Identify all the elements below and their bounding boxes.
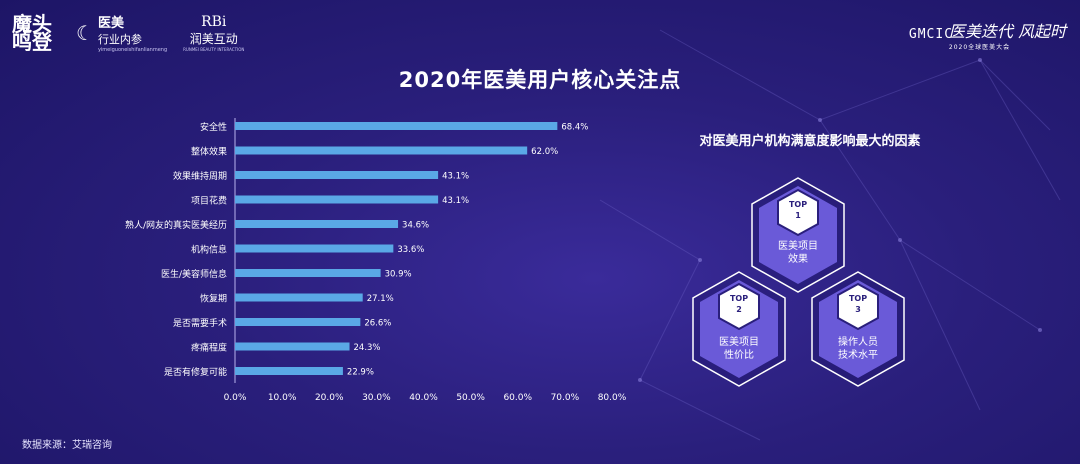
category-label: 熟人/网友的真实医美经历 (125, 219, 227, 231)
rbi-logo: RBi 润美互动 RUNMEI BEAUTY INTERACTION (183, 14, 244, 52)
x-tick-label: 80.0% (598, 393, 627, 403)
bar-chart: 安全性 68.4% 整体效果 62.0% 效果维持周期 43.1% 项目花费 43.1% 熟人/… (125, 118, 627, 403)
gmcic-slogan: 医美迭代 风起时 (948, 22, 1066, 41)
data-label: 43.1% (442, 172, 469, 182)
panel-title: 对医美用户机构满意度影响最大的因素 (699, 134, 921, 149)
category-label: 疼痛程度 (191, 342, 227, 354)
bar (235, 293, 363, 302)
data-label: 30.9% (385, 270, 412, 280)
gmcic-mark: GMCIC (908, 26, 954, 42)
data-label: 27.1% (367, 294, 394, 304)
x-tick-label: 60.0% (503, 393, 532, 403)
hexagon-shape (751, 177, 845, 293)
category-label: 项目花费 (191, 195, 227, 207)
top2-line1: 医美项目 (719, 337, 759, 348)
gmcic-event: 2020全球医美大会 (948, 44, 1011, 51)
category-label: 医生/美容师信息 (161, 268, 227, 280)
modou-logo: 魔头鸣登 (12, 11, 52, 54)
yimei-logo: ☾ 医美 行业内参 yimeiguoneishifanlianmeng (76, 12, 167, 53)
face-profile-icon: ☾ (76, 20, 94, 45)
category-label: 恢复期 (200, 293, 227, 305)
top2-badge-label: TOP (729, 294, 749, 303)
bar (235, 146, 528, 155)
rbi-logo-line1: RBi (201, 13, 227, 30)
top2-line2: 性价比 (724, 350, 754, 361)
data-label: 34.6% (402, 221, 429, 231)
x-tick-label: 50.0% (456, 393, 485, 403)
bar (235, 122, 558, 130)
data-label: 22.9% (347, 368, 374, 378)
data-label: 26.6% (364, 319, 391, 329)
category-label: 是否需要手术 (173, 317, 227, 329)
yimei-logo-line1: 医美 (97, 16, 124, 31)
data-label: 62.0% (531, 147, 558, 157)
hexagon-shape (811, 271, 905, 387)
top1-line2: 效果 (788, 254, 808, 265)
partner-logos: 魔头鸣登 ☾ 医美 行业内参 yimeiguoneishifanlianmeng… (12, 11, 244, 54)
top2-badge-number: 2 (736, 305, 742, 314)
bar (235, 220, 399, 228)
bar (235, 367, 343, 375)
x-tick-label: 20.0% (315, 393, 344, 403)
rbi-logo-line2: 润美互动 (189, 31, 238, 46)
data-label: 68.4% (561, 123, 588, 133)
top3-badge-number: 3 (855, 305, 861, 314)
data-label: 33.6% (397, 245, 424, 255)
data-source: 数据来源：艾瑞咨询 (22, 440, 112, 451)
bar (235, 244, 394, 253)
chart-title: 2020年医美用户核心关注点 (398, 68, 682, 92)
x-tick-label: 70.0% (551, 393, 580, 403)
category-label: 安全性 (200, 121, 227, 133)
x-tick-label: 40.0% (409, 393, 438, 403)
x-tick-label: 0.0% (224, 393, 247, 403)
bar (235, 342, 350, 351)
top3-line2: 技术水平 (838, 350, 878, 361)
top3-hexagon: TOP 3 操作人员 技术水平 (798, 264, 918, 394)
top1-badge-label: TOP (788, 200, 808, 209)
bar (235, 318, 361, 326)
x-tick-label: 10.0% (268, 393, 297, 403)
category-label: 效果维持周期 (173, 170, 227, 182)
category-label: 是否有修复可能 (164, 366, 227, 378)
top3-badge-label: TOP (848, 294, 868, 303)
x-tick-label: 30.0% (362, 393, 391, 403)
hexagon-shape (692, 271, 786, 387)
bar (235, 171, 439, 179)
data-label: 43.1% (442, 196, 469, 206)
category-label: 整体效果 (191, 146, 227, 158)
category-label: 机构信息 (191, 244, 227, 256)
top3-line1: 操作人员 (838, 337, 878, 348)
top2-hexagon: TOP 2 医美项目 性价比 (679, 264, 799, 394)
top1-line1: 医美项目 (778, 241, 818, 252)
rbi-logo-line3: RUNMEI BEAUTY INTERACTION (183, 46, 245, 52)
top1-hexagon: TOP 1 医美项目 效果 (738, 170, 858, 300)
bar (235, 195, 439, 204)
yimei-logo-line3: yimeiguoneishifanlianmeng (97, 47, 168, 53)
yimei-logo-line2: 行业内参 (97, 33, 142, 46)
top1-badge-number: 1 (795, 211, 801, 220)
data-label: 24.3% (354, 343, 381, 353)
gmcic-logo: GMCIC 医美迭代 风起时 2020全球医美大会 (909, 18, 1066, 51)
bar (235, 269, 381, 277)
